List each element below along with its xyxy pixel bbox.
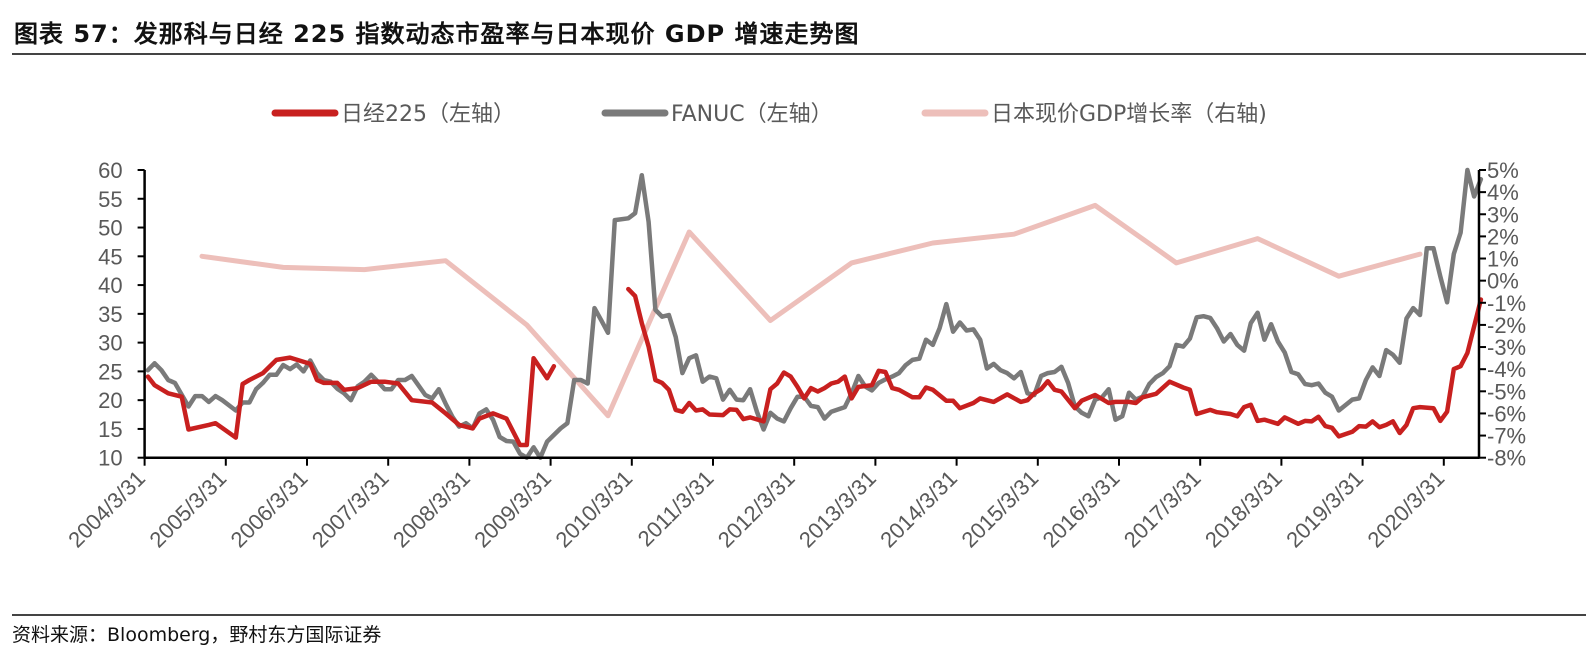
right-axis-tick-label: -3% — [1487, 335, 1526, 360]
left-axis-tick-label: 20 — [98, 388, 122, 413]
source-note: 资料来源：Bloomberg，野村东方国际证券 — [12, 624, 382, 646]
x-axis-tick-label: 2016/3/31 — [1038, 466, 1125, 553]
right-axis-tick-label: 4% — [1487, 180, 1519, 205]
right-axis-tick-label: -7% — [1487, 424, 1526, 449]
right-axis-tick-label: 3% — [1487, 202, 1519, 227]
left-axis-tick-label: 55 — [98, 187, 122, 212]
legend-item: 日本现价GDP增长率（右轴) — [921, 102, 1267, 127]
legend-item: 日经225（左轴） — [271, 102, 515, 127]
x-axis-tick-label: 2007/3/31 — [307, 466, 394, 553]
series-layer — [145, 167, 1484, 460]
legend-item: FANUC（左轴） — [601, 102, 833, 127]
left-axis-tick-label: 25 — [98, 359, 122, 384]
left-axis-tick-label: 40 — [98, 273, 122, 298]
right-axis-tick-label: 1% — [1487, 247, 1519, 272]
x-axis-tick-label: 2013/3/31 — [794, 466, 881, 553]
series-line-2 — [199, 202, 1423, 419]
x-axis-tick-label: 2008/3/31 — [388, 466, 475, 553]
right-axis-tick-label: -8% — [1487, 446, 1526, 471]
x-axis-tick-label: 2009/3/31 — [469, 466, 556, 553]
x-axis-tick-label: 2015/3/31 — [956, 466, 1043, 553]
right-axis-tick-label: 0% — [1487, 269, 1519, 294]
chart-title: 图表 57：发那科与日经 225 指数动态市盈率与日本现价 GDP 增速走势图 — [14, 20, 860, 48]
x-axis-tick-label: 2019/3/31 — [1281, 466, 1368, 553]
right-axis-tick-label: -4% — [1487, 357, 1526, 382]
legend-label: FANUC（左轴） — [671, 102, 833, 127]
x-axis-tick-label: 2005/3/31 — [144, 466, 231, 553]
legend: 日经225（左轴） FANUC（左轴） 日本现价GDP增长率（右轴) — [271, 102, 1267, 127]
x-axis-tick-label: 2004/3/31 — [63, 466, 150, 553]
axes: 10 15 20 25 30 35 40 45 50 55 60 -8%-7%-6%-5%-4%-3%… — [63, 158, 1526, 552]
legend-label: 日本现价GDP增长率（右轴) — [991, 102, 1267, 127]
x-axis-tick-label: 2020/3/31 — [1362, 466, 1449, 553]
legend-label: 日经225（左轴） — [341, 102, 515, 127]
x-axis-tick-label: 2006/3/31 — [226, 466, 313, 553]
x-axis-tick-label: 2017/3/31 — [1119, 466, 1206, 553]
left-axis-tick-label: 60 — [98, 158, 122, 183]
x-axis-tick-label: 2018/3/31 — [1200, 466, 1287, 553]
x-axis-tick-label: 2010/3/31 — [550, 466, 637, 553]
series-line-0 — [145, 286, 1484, 448]
right-axis-tick-label: 2% — [1487, 224, 1519, 249]
left-axis-tick-label: 50 — [98, 216, 122, 241]
right-axis-tick-label: -6% — [1487, 401, 1526, 426]
title-divider — [12, 53, 1586, 55]
right-axis-tick-label: 5% — [1487, 158, 1519, 183]
left-axis-tick-label: 10 — [98, 446, 122, 471]
right-axis-tick-label: -5% — [1487, 379, 1526, 404]
right-axis-tick-label: -2% — [1487, 313, 1526, 338]
left-axis-tick-label: 15 — [98, 417, 122, 442]
left-axis-tick-label: 45 — [98, 244, 122, 269]
left-axis-tick-label: 30 — [98, 331, 122, 356]
source-divider — [12, 614, 1586, 616]
left-axis-tick-label: 35 — [98, 302, 122, 327]
x-axis-tick-label: 2012/3/31 — [713, 466, 800, 553]
x-axis-tick-label: 2014/3/31 — [875, 466, 962, 553]
x-axis-tick-label: 2011/3/31 — [633, 466, 719, 552]
series-line-1 — [145, 167, 1484, 460]
right-axis-tick-label: -1% — [1487, 291, 1526, 316]
